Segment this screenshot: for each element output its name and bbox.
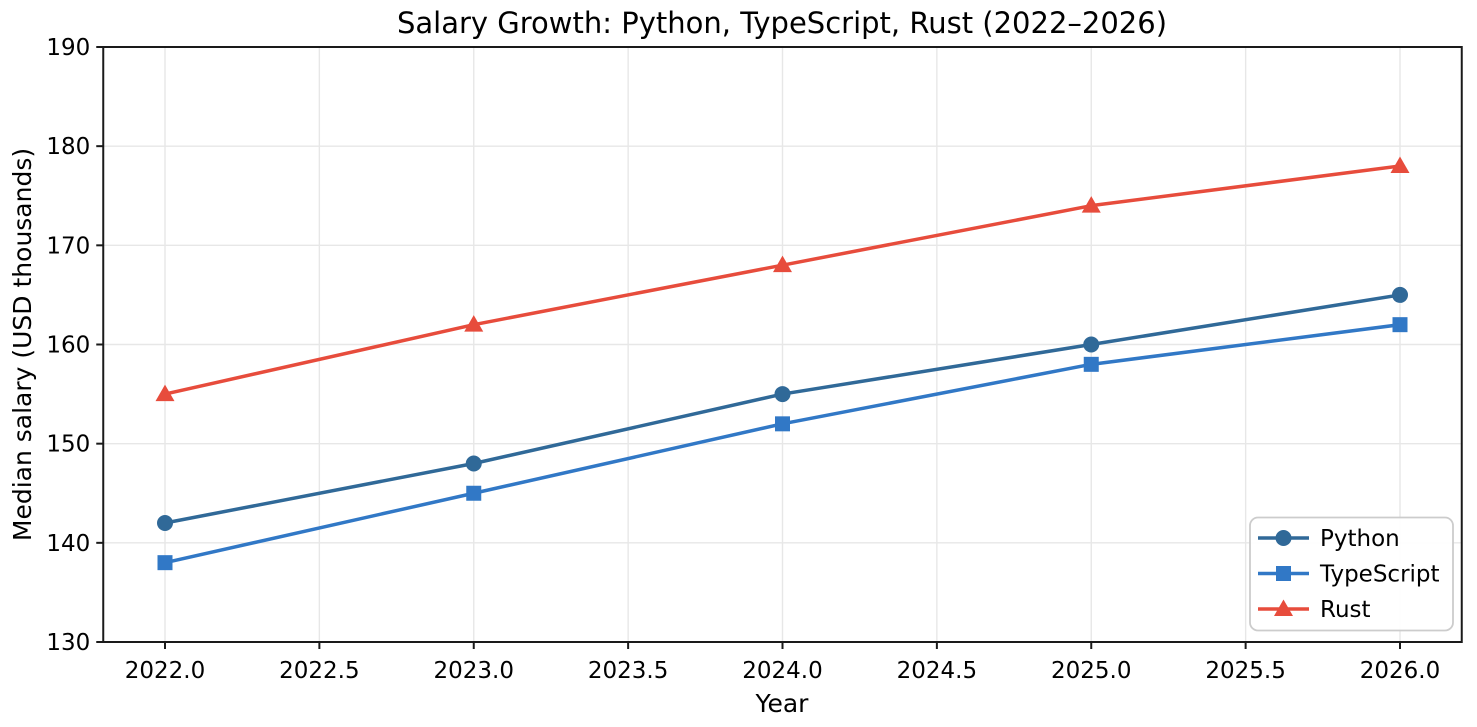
square-marker (775, 416, 790, 432)
legend-circle-marker (1275, 530, 1292, 546)
legend-item-python: Python (1258, 526, 1400, 552)
y-tick-label: 170 (46, 233, 90, 259)
legend-item-rust: Rust (1258, 597, 1371, 623)
x-tick-label: 2022.0 (125, 658, 205, 684)
chart-title: Salary Growth: Python, TypeScript, Rust … (397, 6, 1167, 40)
data-series (155, 156, 1410, 571)
y-tick-label: 130 (46, 630, 90, 656)
y-tick-label: 140 (46, 531, 90, 557)
legend-triangle-marker (1274, 599, 1293, 616)
x-tick-label: 2023.0 (434, 658, 514, 684)
circle-marker (774, 386, 791, 403)
x-tick-label: 2025.0 (1051, 658, 1131, 684)
triangle-marker (464, 315, 484, 332)
series-rust (155, 156, 1410, 402)
y-tick-label: 150 (46, 432, 90, 458)
triangle-marker (1390, 156, 1410, 173)
triangle-marker (1081, 196, 1101, 213)
x-tick-label: 2023.5 (588, 658, 668, 684)
y-axis-label: Median salary (USD thousands) (8, 148, 37, 541)
legend-label: TypeScript (1319, 562, 1440, 588)
y-tick-label: 180 (46, 134, 90, 160)
square-marker (157, 555, 173, 571)
circle-marker (1392, 286, 1408, 303)
y-tick-label: 160 (46, 333, 90, 359)
series-typescript (157, 317, 1408, 571)
axes-frame (96, 46, 1463, 649)
circle-marker (1083, 336, 1100, 353)
tick-labels: 2022.0 2022.5 2023.0 2023.5 2024.0 2024.5 2025… (46, 35, 1440, 684)
circle-marker (465, 455, 482, 472)
square-marker (466, 485, 482, 501)
series-python (157, 286, 1408, 531)
legend-square-marker (1276, 566, 1291, 581)
triangle-marker (155, 384, 175, 402)
square-marker (1392, 317, 1408, 333)
x-tick-label: 2024.5 (897, 658, 977, 684)
legend-box (1249, 516, 1454, 632)
x-axis-label: Year (755, 689, 810, 718)
legend: Python TypeScript Rust (1249, 516, 1454, 632)
x-tick-label: 2022.5 (279, 658, 359, 684)
x-tick-label: 2024.0 (742, 658, 822, 684)
circle-marker (157, 515, 173, 531)
y-tick-label: 190 (46, 35, 90, 61)
legend-label: Python (1320, 526, 1400, 552)
x-tick-label: 2026.0 (1360, 658, 1440, 684)
x-tick-label: 2025.5 (1205, 658, 1285, 684)
legend-label: Rust (1320, 597, 1371, 623)
legend-item-typescript: TypeScript (1258, 562, 1440, 588)
triangle-marker (773, 255, 792, 273)
square-marker (1083, 356, 1099, 372)
